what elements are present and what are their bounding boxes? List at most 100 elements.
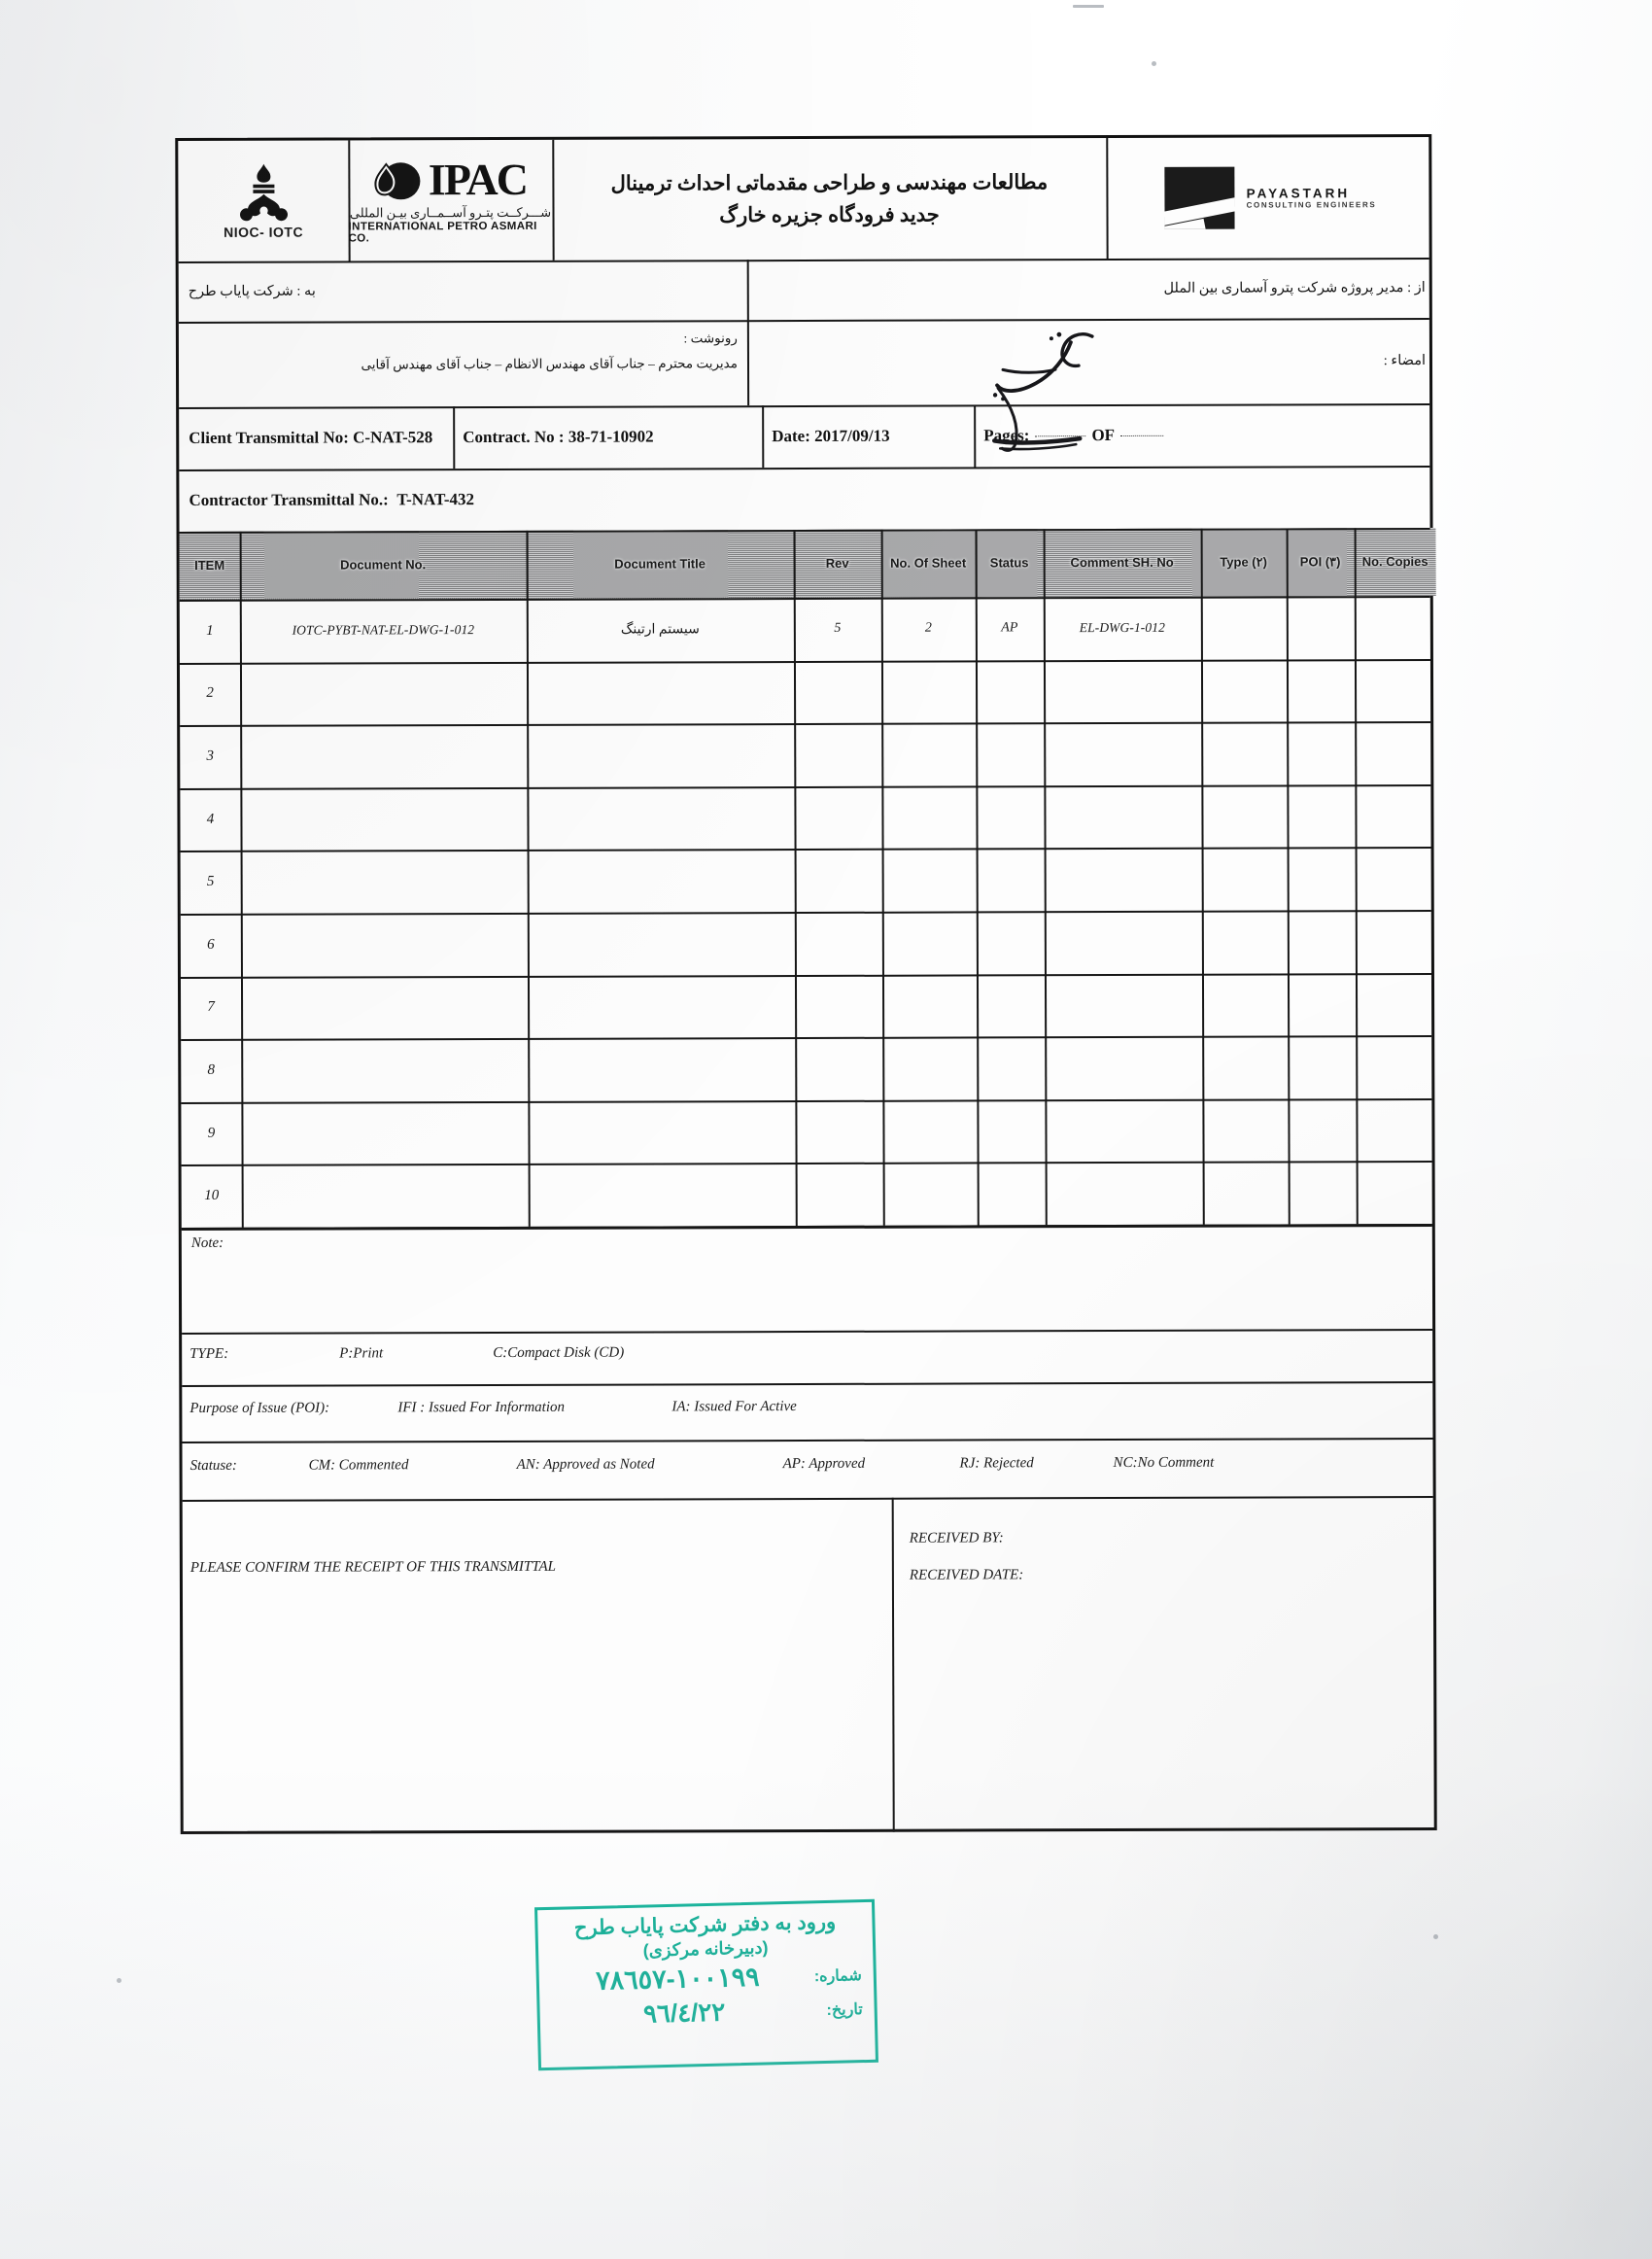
- to-value: شركت پاياب طرح: [188, 283, 293, 299]
- project-title-line1: مطالعات مهندسى و طراحى مقدماتى احداث ترم…: [610, 170, 1049, 196]
- table-cell-comment: [1045, 911, 1202, 974]
- receipt-stamp: ورود به دفتر شركت پاياب طرح (دبيرخانه مر…: [533, 1898, 879, 2071]
- from-label: از :: [1407, 279, 1426, 295]
- table-cell-status: [977, 1036, 1045, 1099]
- form-header-band: NIOC- IOTC IPAC شـــركــت پتـرو آســمــا…: [178, 137, 1428, 261]
- table-cell-comment: [1044, 659, 1201, 722]
- cc-value: مديريت محترم – جناب آقاى مهندس الانظام –…: [361, 355, 739, 372]
- table-cell-title: [528, 975, 795, 1038]
- type-option-print: P:Print: [339, 1345, 384, 1362]
- payastarh-square-logo: [1164, 166, 1235, 229]
- table-cell-comment: [1045, 973, 1202, 1036]
- note-label: Note:: [190, 1234, 224, 1251]
- table-cell-status: [977, 974, 1045, 1037]
- contractor-transmittal-value: T-NAT-432: [396, 490, 475, 509]
- to-cell: به : شركت پاياب طرح: [179, 260, 747, 322]
- table-cell-comment: [1045, 1099, 1202, 1163]
- table-cell-type: [1201, 784, 1287, 848]
- table-cell-copies: [1356, 910, 1437, 973]
- nioc-flame-logo: [239, 163, 288, 222]
- table-cell-copies: [1357, 1161, 1438, 1224]
- table-cell-status: [976, 722, 1044, 785]
- table-cell-sheets: [881, 723, 976, 786]
- table-cell-rev: [795, 912, 882, 975]
- to-label: به :: [296, 283, 316, 299]
- table-cell-copies: [1355, 596, 1436, 659]
- contract-no-value: 38-71-10902: [568, 427, 654, 446]
- table-cell-poi: [1288, 848, 1356, 911]
- cc-label: رونوشت :: [683, 330, 738, 346]
- table-cell-sheets: [883, 1163, 978, 1226]
- table-cell-status: [978, 1163, 1046, 1226]
- status-label: Statuse:: [189, 1457, 237, 1474]
- table-header-title: Document Title: [526, 530, 794, 599]
- confirm-receipt-text: PLEASE CONFIRM THE RECEIPT OF THIS TRANS…: [189, 1558, 557, 1576]
- table-cell-title: [527, 661, 794, 724]
- table-cell-copies: [1356, 1035, 1437, 1098]
- table-header-poi: POI (٣): [1286, 528, 1355, 597]
- status-option-rj: RJ: Rejected: [959, 1455, 1034, 1472]
- status-option-ap: AP: Approved: [782, 1455, 866, 1473]
- table-cell-docno: [242, 1164, 529, 1228]
- payastarh-name: PAYASTARH: [1246, 186, 1351, 201]
- table-cell-copies: [1355, 659, 1436, 722]
- table-header-copies: No. Copies: [1354, 527, 1436, 597]
- contractor-transmittal-label: Contractor Transmittal No.:: [189, 490, 389, 509]
- payastarh-logo-cell: PAYASTARH CONSULTING ENGINEERS: [1106, 137, 1434, 259]
- table-cell-type: [1201, 722, 1287, 785]
- table-cell-rev: [796, 1163, 883, 1226]
- date-label: Date:: [772, 426, 810, 446]
- table-cell-rev: [795, 1100, 882, 1164]
- table-cell-copies: [1356, 847, 1437, 910]
- table-cell-comment: [1046, 1162, 1203, 1225]
- poi-label: Purpose of Issue (POI):: [189, 1400, 330, 1416]
- table-cell-rev: [795, 1037, 882, 1100]
- table-cell-poi: [1287, 596, 1355, 659]
- table-cell-docno: [240, 661, 527, 725]
- table-cell-status: [976, 785, 1044, 849]
- stamp-number-label: شماره:: [813, 1966, 863, 1985]
- table-cell-sheets: [881, 785, 976, 849]
- table-cell-item: 7: [207, 999, 215, 1016]
- project-title-line2: جديد فرودگاه جزيره خارگ: [719, 202, 940, 227]
- table-cell-item: 1: [206, 622, 214, 639]
- table-cell-docno: [241, 975, 528, 1039]
- table-cell-type: [1202, 910, 1288, 973]
- table-cell-status: [977, 1099, 1045, 1163]
- table-header-type: Type (٢): [1200, 528, 1287, 597]
- table-cell-title: [528, 1037, 795, 1100]
- table-cell-title: [527, 723, 794, 786]
- received-date-label: RECEIVED DATE:: [909, 1567, 1024, 1583]
- ipac-wordmark: IPAC: [428, 154, 527, 204]
- table-cell-item: 6: [207, 936, 215, 953]
- table-cell-poi: [1288, 1098, 1356, 1162]
- scan-speck: [1433, 1934, 1438, 1939]
- table-cell-sheets: [882, 1099, 977, 1163]
- table-cell-rev: [794, 723, 881, 786]
- table-header-rev: Rev: [793, 529, 881, 599]
- table-cell-comment: EL-DWG-1-012: [1079, 620, 1165, 636]
- table-cell-status: [977, 849, 1045, 912]
- table-cell-poi: [1288, 1035, 1356, 1098]
- nioc-label: NIOC- IOTC: [224, 224, 304, 240]
- table-cell-item: 9: [207, 1125, 216, 1141]
- table-cell-item: 3: [206, 747, 215, 764]
- type-label: TYPE:: [189, 1345, 229, 1362]
- poi-option-ia: IA: Issued For Active: [671, 1399, 797, 1415]
- stamp-date-value: ٩٦/٤/٢٢: [642, 1997, 726, 2029]
- table-cell-docno: [241, 1101, 528, 1165]
- nioc-logo-cell: NIOC- IOTC: [178, 140, 348, 261]
- table-cell-title: [528, 1100, 795, 1164]
- stamp-number-value: ١٠٠١٩٩-٧٨٦٥٧: [595, 1962, 760, 1996]
- table-cell-status: AP: [1001, 620, 1018, 636]
- date-value: 2017/09/13: [814, 426, 890, 445]
- table-cell-docno: [240, 787, 527, 851]
- table-cell-comment: [1045, 1036, 1202, 1099]
- table-cell-type: [1203, 1162, 1289, 1225]
- stamp-date-label: تاريخ:: [826, 2000, 863, 2019]
- contract-no-label: Contract. No :: [463, 427, 565, 447]
- table-cell-sheets: [882, 911, 977, 974]
- table-cell-rev: [794, 786, 881, 850]
- table-cell-title: [529, 1163, 796, 1226]
- table-cell-sheets: [882, 849, 977, 912]
